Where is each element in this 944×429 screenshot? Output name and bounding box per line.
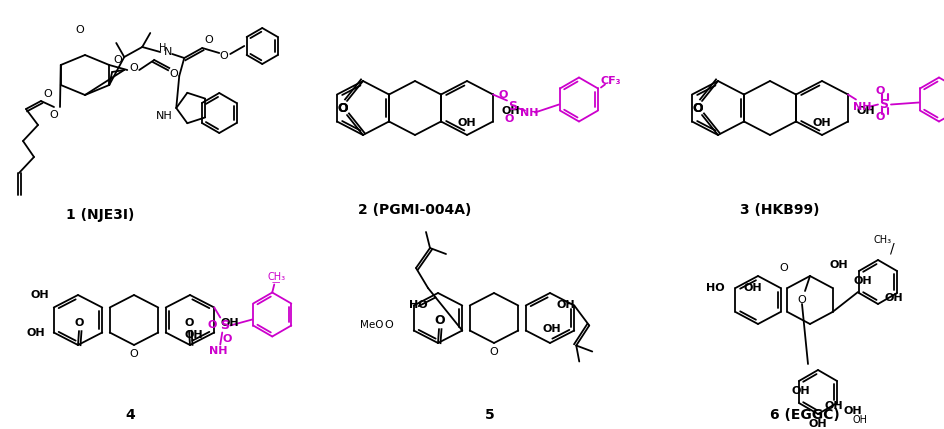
Text: OH: OH bbox=[856, 106, 875, 117]
Text: 2 (PGMI‐004A): 2 (PGMI‐004A) bbox=[359, 203, 472, 217]
Text: OH: OH bbox=[26, 327, 45, 338]
Text: O: O bbox=[43, 89, 52, 99]
Text: OH: OH bbox=[221, 317, 240, 327]
Text: OH: OH bbox=[844, 406, 863, 416]
Text: CH₃: CH₃ bbox=[267, 272, 285, 281]
Text: 5: 5 bbox=[485, 408, 495, 422]
Text: NH: NH bbox=[520, 108, 538, 118]
Text: O: O bbox=[780, 263, 788, 273]
Text: NH: NH bbox=[852, 102, 871, 112]
Text: OH: OH bbox=[809, 419, 827, 429]
Text: /: / bbox=[889, 241, 894, 255]
Text: OH: OH bbox=[557, 300, 575, 310]
Text: S: S bbox=[220, 319, 228, 332]
Text: O: O bbox=[75, 318, 84, 328]
Text: 4: 4 bbox=[126, 408, 135, 422]
Text: O: O bbox=[76, 25, 84, 35]
Text: O: O bbox=[490, 347, 498, 357]
Text: S: S bbox=[880, 98, 888, 111]
Text: OH: OH bbox=[792, 386, 810, 396]
Text: O: O bbox=[50, 110, 59, 120]
Text: O: O bbox=[220, 51, 228, 61]
Text: O: O bbox=[384, 320, 393, 330]
Text: OH: OH bbox=[830, 260, 849, 270]
Text: O: O bbox=[129, 349, 139, 359]
Text: O: O bbox=[875, 112, 885, 123]
Text: O: O bbox=[223, 333, 232, 344]
Text: CH₃: CH₃ bbox=[874, 235, 892, 245]
Text: NH: NH bbox=[209, 345, 228, 356]
Text: 6 (EGGC): 6 (EGGC) bbox=[770, 408, 840, 422]
Text: O: O bbox=[434, 314, 446, 327]
Text: CF₃: CF₃ bbox=[600, 76, 621, 87]
Text: O: O bbox=[338, 102, 348, 115]
Text: O: O bbox=[205, 35, 213, 45]
Text: 1 (NJE3I): 1 (NJE3I) bbox=[66, 208, 134, 222]
Text: OH: OH bbox=[852, 415, 868, 425]
Text: O: O bbox=[113, 55, 123, 65]
Text: OH: OH bbox=[543, 324, 562, 334]
Text: O: O bbox=[693, 102, 703, 115]
Text: OH: OH bbox=[744, 283, 763, 293]
Text: 3 (HKB99): 3 (HKB99) bbox=[740, 203, 819, 217]
Text: OH: OH bbox=[825, 401, 843, 411]
Text: N: N bbox=[164, 47, 173, 57]
Text: O: O bbox=[504, 114, 514, 124]
Text: OH: OH bbox=[185, 330, 203, 340]
Text: O: O bbox=[184, 318, 194, 328]
Text: MeO: MeO bbox=[360, 320, 383, 330]
Text: S: S bbox=[509, 100, 517, 113]
Text: HO: HO bbox=[409, 300, 428, 310]
Text: HO: HO bbox=[706, 283, 725, 293]
Text: OH: OH bbox=[853, 276, 872, 286]
Text: OH: OH bbox=[501, 106, 520, 117]
Text: OH: OH bbox=[30, 290, 49, 300]
Text: O: O bbox=[338, 102, 348, 115]
Text: O: O bbox=[170, 69, 178, 79]
Text: O: O bbox=[130, 63, 139, 73]
Text: H: H bbox=[159, 43, 166, 53]
Text: OH: OH bbox=[458, 118, 477, 128]
Text: O: O bbox=[693, 102, 703, 115]
Text: O: O bbox=[798, 295, 806, 305]
Text: OH: OH bbox=[813, 118, 832, 128]
Text: NH: NH bbox=[156, 111, 173, 121]
Text: —: — bbox=[272, 278, 280, 287]
Text: OH: OH bbox=[885, 293, 903, 303]
Text: O: O bbox=[208, 320, 217, 330]
Text: O: O bbox=[875, 87, 885, 97]
Text: O: O bbox=[498, 90, 508, 100]
